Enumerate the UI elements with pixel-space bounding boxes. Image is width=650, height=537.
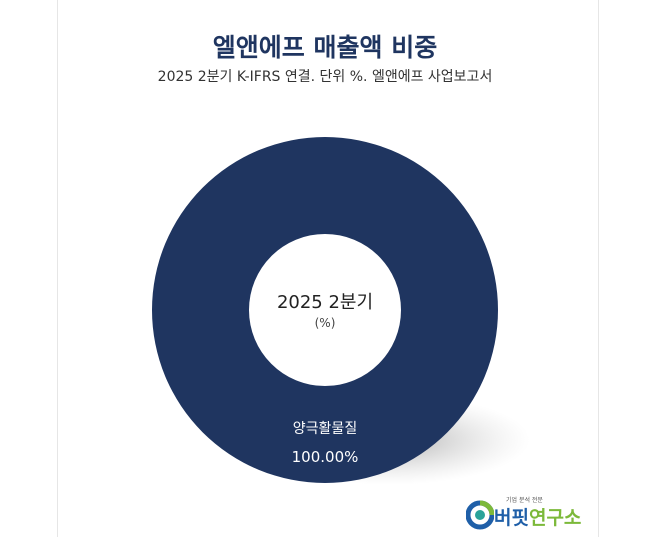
slice-label: 양극활물질 — [293, 421, 357, 437]
logo-tagline: 기업 분석 전문 — [506, 497, 543, 504]
chart-title: 엘앤에프 매출액 비중 — [212, 33, 438, 62]
center-unit: (%) — [315, 316, 336, 330]
logo-name-2: 연구소 — [528, 507, 582, 529]
slice-value-label: 100.00% — [292, 448, 359, 466]
donut-slice-0 — [152, 137, 498, 483]
logo-name-1: 버핏 — [494, 507, 529, 529]
chart-frame — [57, 0, 599, 537]
chart-subtitle: 2025 2분기 K-IFRS 연결. 단위 %. 엘앤에프 사업보고서 — [157, 69, 493, 85]
logo: 기업 분석 전문 버핏연구소 — [466, 495, 606, 531]
center-label: 2025 2분기 — [277, 292, 373, 313]
logo-icon — [466, 500, 494, 530]
